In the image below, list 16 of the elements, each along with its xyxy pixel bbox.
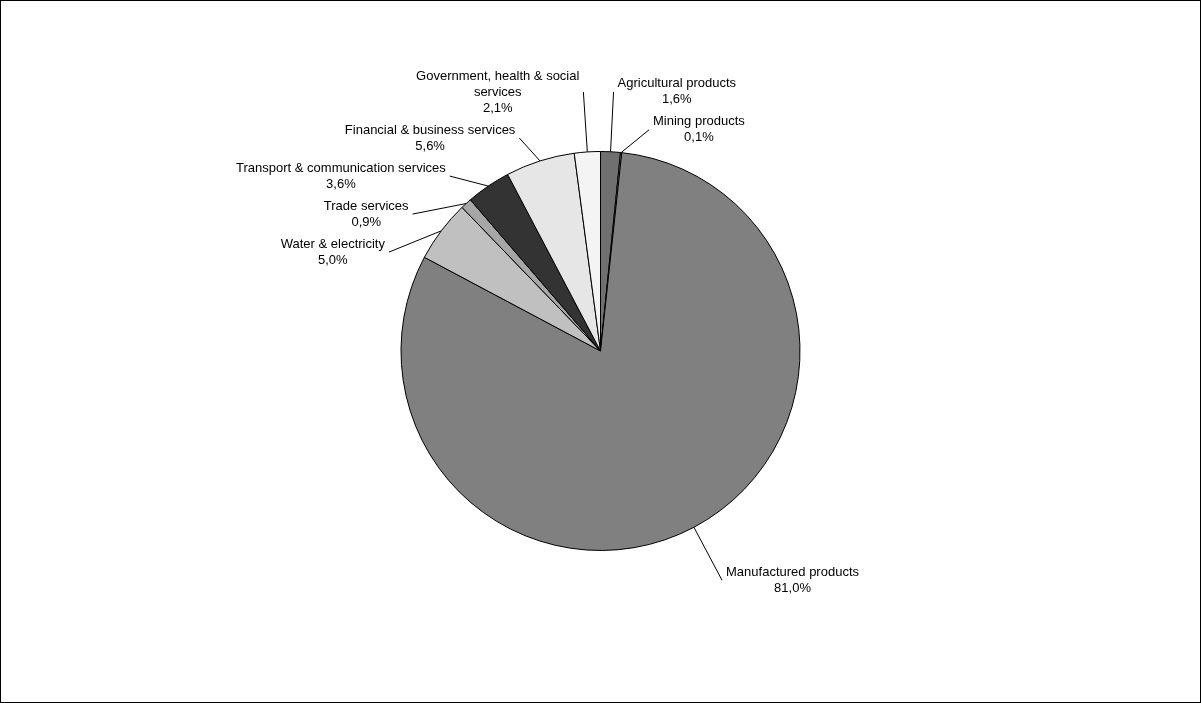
slice-label: Manufactured products (726, 563, 860, 579)
data-label: 5,0% (318, 251, 349, 267)
slice-label: Transport & communication services (236, 159, 447, 175)
data-label: 1,6% (661, 91, 693, 107)
data-label: 2,1% (482, 99, 513, 115)
slice-label: Water & electricity (280, 235, 386, 251)
slice-label: Mining products (653, 113, 746, 129)
data-label: 5,6% (415, 137, 446, 153)
data-label: 81,0% (774, 579, 812, 595)
slice-label: Trade services (323, 197, 410, 213)
slice-label: Government, health & social services (416, 67, 580, 99)
data-label: 0,1% (684, 129, 715, 145)
data-label: 3,6% (326, 175, 357, 191)
slice-label: Financial & business services (344, 121, 516, 137)
data-label: 0,9% (351, 213, 382, 229)
slice-label: Agricultural products (617, 75, 737, 91)
